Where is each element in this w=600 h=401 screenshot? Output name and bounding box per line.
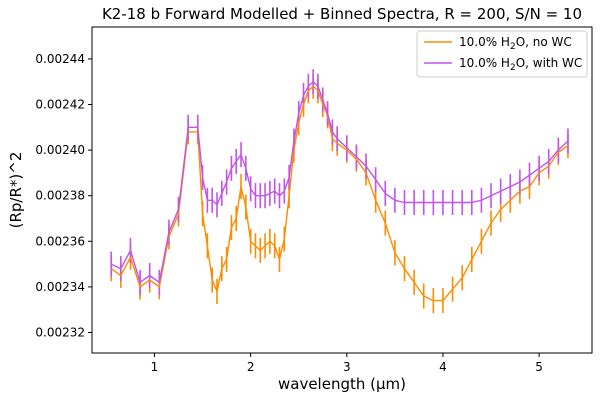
series-1-line	[110, 85, 569, 302]
x-tick-label: 1	[151, 360, 159, 374]
plot-frame	[91, 26, 593, 354]
series-2-errorbars	[110, 69, 569, 295]
x-tick-label: 2	[247, 360, 255, 374]
x-tick-label: 4	[439, 360, 447, 374]
legend-box	[416, 30, 588, 78]
legend: 10.0% H2O, no WC 10.0% H2O, with WC	[416, 30, 588, 78]
x-tick-label: 3	[343, 360, 351, 374]
y-tick-label: 0.00244	[35, 52, 85, 66]
y-tick-label: 0.00240	[35, 143, 85, 157]
y-tick-label: 0.00236	[35, 234, 85, 248]
y-axis-label: (Rp/R*)^2	[7, 152, 25, 229]
x-axis-label: wavelength (μm)	[278, 375, 406, 393]
plot-area	[110, 69, 569, 314]
legend-label: 10.0% H2O, with WC	[459, 56, 582, 73]
series-lines	[110, 80, 569, 302]
y-tick-label: 0.00242	[35, 98, 85, 112]
y-tick-label: 0.00234	[35, 280, 85, 294]
series-2-line	[110, 80, 569, 283]
legend-label: 10.0% H2O, no WC	[459, 35, 572, 52]
y-tick-label: 0.00238	[35, 189, 85, 203]
x-tick-label: 5	[535, 360, 543, 374]
y-axis-ticks: 0.00232 0.00234 0.00236 0.00238 0.00240 0.002…	[35, 52, 92, 339]
y-tick-label: 0.00232	[35, 325, 85, 339]
chart-title: K2-18 b Forward Modelled + Binned Spectr…	[102, 5, 582, 23]
x-axis-ticks: 1 2 3 4 5	[151, 353, 543, 374]
